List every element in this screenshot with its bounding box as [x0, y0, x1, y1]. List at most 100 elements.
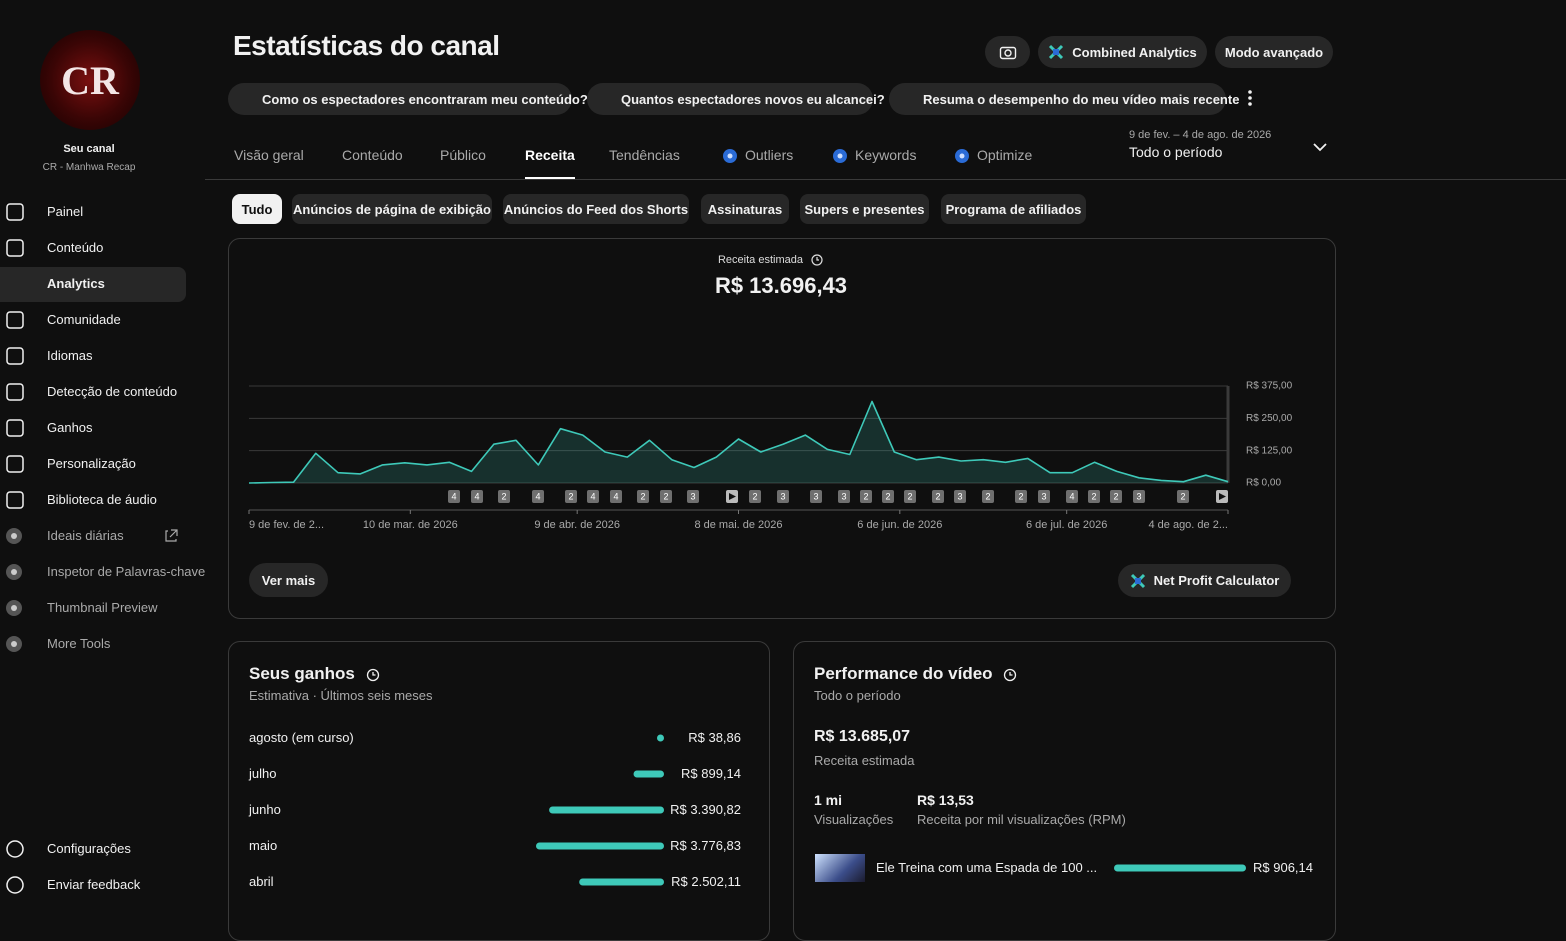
nav-item[interactable]: Detecção de conteúdo — [47, 384, 178, 399]
tab[interactable]: Keywords — [855, 147, 917, 163]
date-chevron[interactable] — [1312, 140, 1328, 154]
tool-item[interactable]: More Tools — [47, 636, 111, 651]
tab-icon-dot — [959, 153, 965, 159]
earnings-value: R$ 38,86 — [688, 730, 741, 745]
performance-subtitle: Todo o período — [814, 688, 901, 703]
video-marker — [660, 490, 672, 503]
views-value: 1 mi — [814, 792, 843, 808]
filter-chip[interactable]: Anúncios do Feed dos Shorts — [503, 194, 689, 224]
nav-icon — [6, 383, 24, 401]
tab[interactable]: Tendências — [609, 147, 680, 163]
video-marker-count: 3 — [780, 491, 785, 501]
filter-chip[interactable]: Assinaturas — [701, 194, 789, 224]
performance-title: Performance do vídeo — [814, 664, 1019, 684]
video-marker-play — [1219, 493, 1226, 500]
snapshot-button[interactable] — [985, 36, 1030, 68]
nav-item[interactable]: Personalização — [47, 456, 136, 471]
y-tick-label: R$ 0,00 — [1246, 478, 1281, 489]
see-more-button[interactable]: Ver mais — [249, 563, 328, 597]
earnings-title-text: Seus ganhos — [249, 664, 355, 683]
revenue-area — [249, 401, 1228, 483]
info-clock — [366, 668, 379, 681]
chart-layer: R$ 0,00 R$ 125,00 R$ 250,00 R$ 375,00 9 de f… — [6, 90, 1293, 894]
video-marker-count: 4 — [474, 491, 479, 501]
video-marker-count: 3 — [690, 491, 695, 501]
tab[interactable]: Conteúdo — [342, 147, 403, 163]
video-marker — [904, 490, 916, 503]
more-menu[interactable] — [1243, 88, 1257, 108]
video-marker-count: 2 — [1091, 491, 1096, 501]
video-marker — [565, 490, 577, 503]
prompt-chip[interactable]: Resuma o desempenho do meu vídeo mais re… — [889, 83, 1239, 115]
earnings-value: R$ 3.776,83 — [670, 838, 741, 853]
filter-chip[interactable]: Programa de afiliados — [941, 194, 1086, 224]
video-marker-count: 3 — [813, 491, 818, 501]
revenue-label: Receita estimada — [814, 753, 915, 768]
video-marker — [777, 490, 789, 503]
x-tick-label: 9 de fev. de 2... — [249, 519, 324, 531]
video-marker-count: 2 — [1180, 491, 1185, 501]
video-marker — [471, 490, 483, 503]
nav-item[interactable]: Comunidade — [47, 312, 121, 327]
video-marker — [610, 490, 622, 503]
avatar: CR — [40, 30, 140, 130]
video-marker — [810, 490, 822, 503]
page-title: Estatísticas do canal — [233, 30, 500, 61]
video-marker-count: 2 — [1018, 491, 1023, 501]
x-tick-label: 9 de abr. de 2026 — [534, 519, 620, 531]
earnings-month: abril — [249, 874, 274, 889]
video-marker — [1015, 490, 1027, 503]
y-tick-label: R$ 250,00 — [1246, 413, 1293, 424]
nav-icon — [6, 239, 24, 257]
tool-item[interactable]: Thumbnail Preview — [47, 600, 158, 615]
tab[interactable]: Receita — [525, 147, 575, 163]
video-marker-count: 2 — [1113, 491, 1118, 501]
video-marker-count: 4 — [535, 491, 540, 501]
earnings-title: Seus ganhos — [249, 664, 382, 684]
video-marker-play — [729, 493, 736, 500]
x-tick-label: 4 de ago. de 2... — [1148, 519, 1228, 531]
nav-item[interactable]: Idiomas — [47, 348, 93, 363]
prompt-chip[interactable]: Quantos espectadores novos eu alcancei? — [587, 83, 885, 115]
video-marker — [982, 490, 994, 503]
tab[interactable]: Optimize — [977, 147, 1033, 163]
video-marker-count: 3 — [957, 491, 962, 501]
tab[interactable]: Visão geral — [234, 147, 304, 163]
video-marker — [954, 490, 966, 503]
filter-chip[interactable]: Tudo — [232, 194, 282, 224]
nav-item[interactable]: Ganhos — [47, 420, 93, 435]
nav-item[interactable]: Painel — [47, 204, 84, 219]
date-range: 9 de fev. – 4 de ago. de 2026 — [1129, 129, 1272, 141]
nav-item[interactable]: Conteúdo — [47, 240, 104, 255]
video-marker-count: 2 — [501, 491, 506, 501]
button-label: Net Profit Calculator — [1153, 573, 1280, 588]
prompt-text: Como os espectadores encontraram meu con… — [262, 91, 588, 107]
footer-item[interactable]: Configurações — [47, 841, 131, 856]
tab[interactable]: Público — [440, 147, 486, 163]
footer-item[interactable]: Enviar feedback — [47, 877, 141, 892]
nav-active-bg — [0, 267, 186, 302]
performance-card — [793, 641, 1336, 941]
filter-chip[interactable]: Supers e presentes — [800, 194, 929, 224]
nav-icon — [6, 347, 24, 365]
tool-item[interactable]: Ideais diárias — [47, 528, 124, 543]
date-period[interactable]: Todo o período — [1129, 144, 1223, 160]
tool-item[interactable]: Inspetor de Palavras-chave — [47, 564, 206, 579]
video-thumbnail — [815, 854, 865, 882]
tab[interactable]: Outliers — [745, 147, 794, 163]
y-tick-label: R$ 125,00 — [1246, 445, 1293, 456]
combined-analytics-button[interactable]: Combined Analytics — [1038, 36, 1207, 68]
nav-item[interactable]: Biblioteca de áudio — [47, 492, 157, 507]
revenue-line — [248, 400, 1229, 484]
net-profit-button[interactable]: Net Profit Calculator — [1118, 564, 1291, 597]
nav-icon — [6, 311, 24, 329]
prompt-chip[interactable]: Como os espectadores encontraram meu con… — [228, 83, 588, 115]
filter-chip[interactable]: Anúncios de página de exibição — [292, 194, 492, 224]
nav-item[interactable]: Analytics — [47, 276, 105, 291]
footer-icon — [6, 876, 24, 894]
earnings-value: R$ 2.502,11 — [671, 874, 741, 889]
advanced-mode-button[interactable]: Modo avançado — [1215, 36, 1333, 68]
earnings-value: R$ 899,14 — [681, 766, 741, 781]
earnings-subtitle: Estimativa · Últimos seis meses — [249, 688, 433, 703]
revenue-value: R$ 13.685,07 — [814, 728, 911, 745]
